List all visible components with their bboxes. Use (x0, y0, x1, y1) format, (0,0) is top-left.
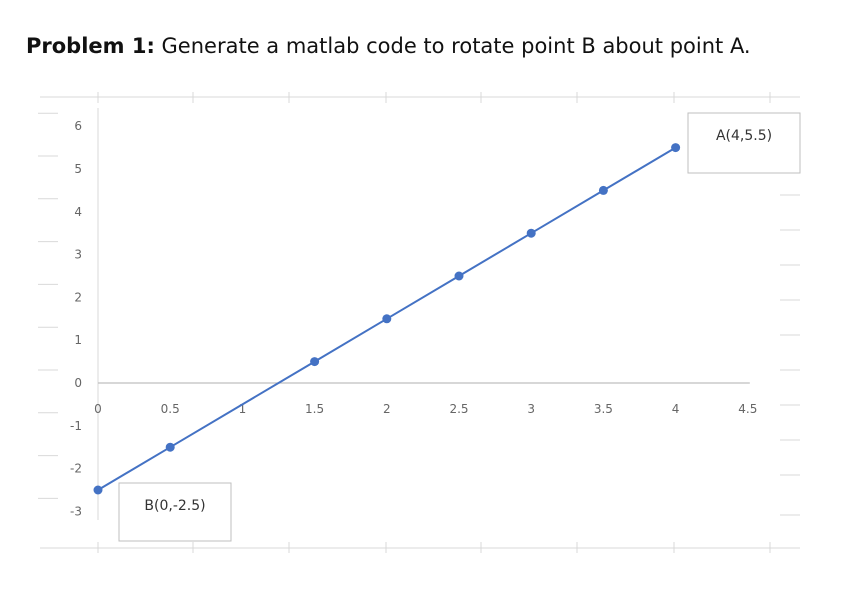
y-tick-label: -2 (70, 462, 82, 476)
data-point (310, 357, 320, 367)
data-point (526, 228, 536, 238)
y-tick-label: -1 (70, 419, 82, 433)
annotation-label: B(0,-2.5) (144, 498, 205, 514)
x-tick-label: 2 (383, 402, 391, 416)
problem-label: Problem 1: (26, 34, 155, 58)
data-point (671, 143, 681, 153)
x-tick-label: 2.5 (449, 402, 468, 416)
y-tick-label: 6 (74, 119, 82, 133)
y-tick-label: 4 (74, 205, 82, 219)
x-tick-label: 1.5 (305, 402, 324, 416)
y-tick-label: 2 (74, 290, 82, 304)
data-point (598, 185, 608, 195)
x-tick-label: 0 (94, 402, 102, 416)
y-tick-label: 3 (74, 248, 82, 262)
x-tick-label: 4 (672, 402, 680, 416)
series-line (97, 146, 677, 491)
annotation-box (687, 112, 801, 174)
data-point (165, 442, 175, 452)
data-point (93, 485, 103, 495)
x-tick-label: 3.5 (594, 402, 613, 416)
y-axis-ticks: 6 5 4 3 2 1 0 -1 -2 -3 (70, 119, 82, 518)
chart-frame (38, 92, 800, 553)
x-tick-label: 0.5 (161, 402, 180, 416)
problem-text: Generate a matlab code to rotate point B… (154, 34, 751, 58)
series-layer (93, 143, 681, 495)
y-tick-label: 1 (74, 333, 82, 347)
data-point (454, 271, 464, 281)
annotation-label: A(4,5.5) (716, 128, 772, 144)
annotation-box (118, 482, 232, 542)
x-tick-label: 1 (239, 402, 247, 416)
data-point (382, 314, 392, 324)
y-tick-label: 0 (74, 376, 82, 390)
annotation-layer: A(4,5.5) B(0,-2.5) (118, 112, 801, 542)
x-axis-ticks: 0 0.5 1 1.5 2 2.5 3 3.5 4 4.5 (94, 402, 757, 416)
x-tick-label: 4.5 (738, 402, 757, 416)
y-tick-label: 5 (74, 162, 82, 176)
problem-statement: Problem 1: Generate a matlab code to rot… (26, 34, 751, 58)
x-tick-label: 3 (527, 402, 535, 416)
y-tick-label: -3 (70, 504, 82, 518)
